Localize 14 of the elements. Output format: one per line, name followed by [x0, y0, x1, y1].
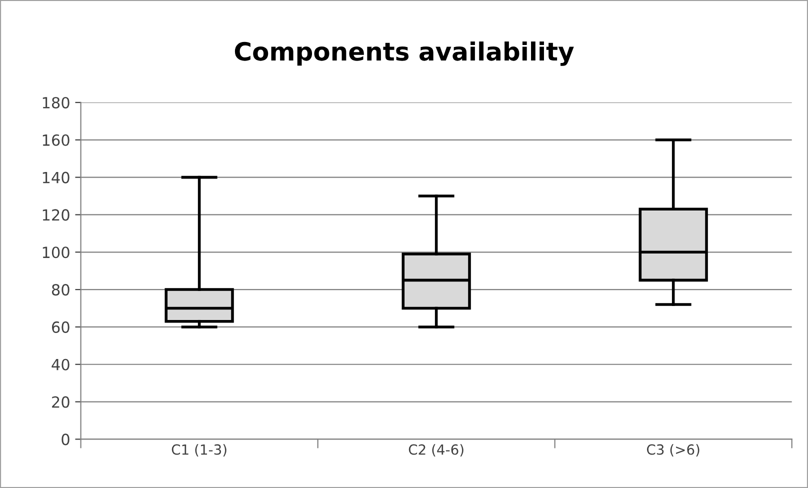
y-tick-label: 80: [52, 284, 70, 296]
x-tick-label: C1 (1-3): [172, 444, 226, 456]
y-tick-label: 40: [52, 358, 70, 370]
y-tick-label: 20: [52, 396, 70, 408]
x-tick-label: C3 (>6): [646, 444, 700, 456]
x-tick-label: C2 (4-6): [408, 444, 464, 456]
y-tick-label: 60: [52, 321, 70, 333]
y-tick-label: 180: [42, 96, 70, 108]
y-tick-label: 0: [62, 434, 70, 446]
y-tick-label: 140: [42, 172, 70, 184]
y-tick-label: 100: [42, 246, 70, 258]
chart-title: Components availability: [234, 41, 574, 66]
y-tick-label: 160: [42, 134, 70, 146]
y-tick-label: 120: [42, 209, 70, 221]
